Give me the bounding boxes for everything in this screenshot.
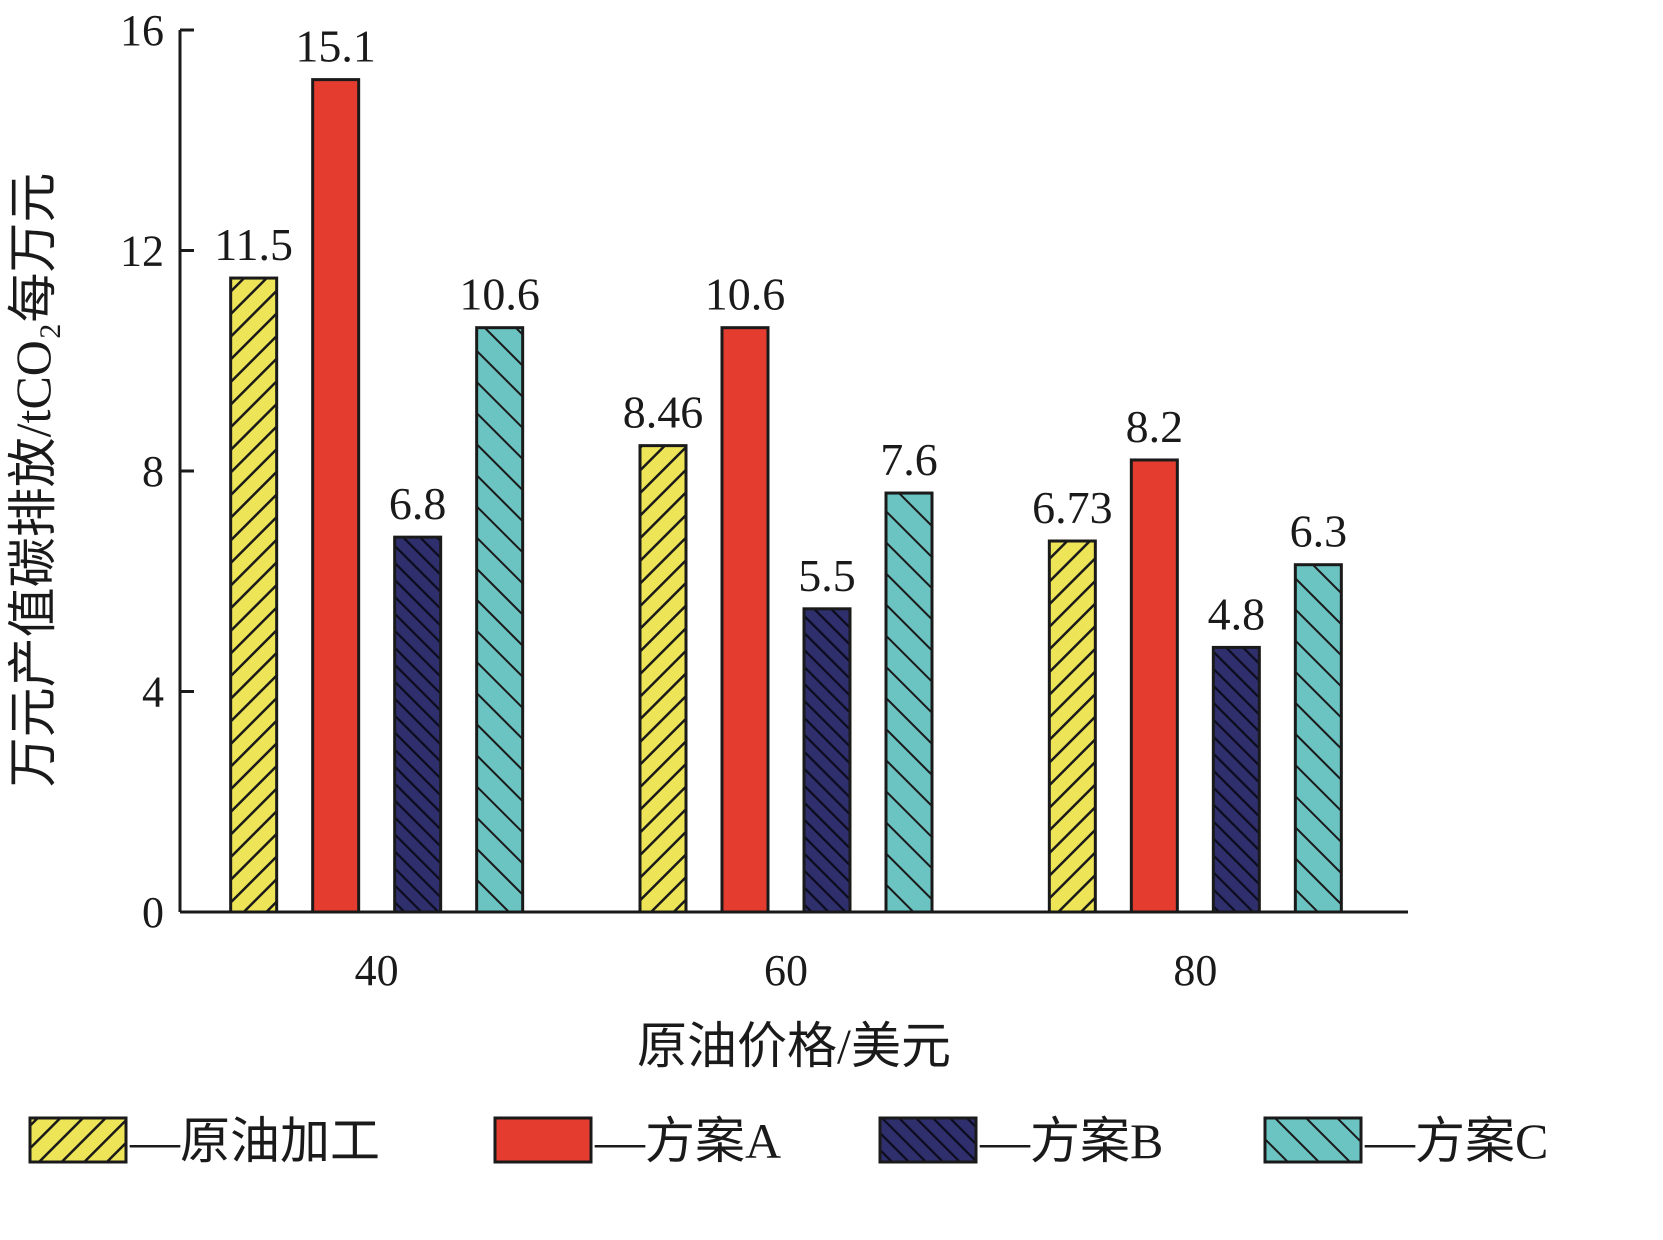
- legend-label: —方案C: [1364, 1113, 1548, 1169]
- bar: [311, 78, 361, 914]
- legend: —原油加工 —方案A —方案B —方案C: [28, 1113, 1548, 1169]
- x-axis-title: 原油价格/美元: [637, 1018, 951, 1074]
- bar-value-label: 8.46: [623, 387, 704, 438]
- x-tick-label: 80: [1173, 946, 1217, 995]
- bar: [1129, 458, 1179, 914]
- y-tick-label: 12: [120, 227, 164, 276]
- bar: [720, 326, 770, 914]
- bar-value-label: 8.2: [1126, 401, 1184, 452]
- bar: [802, 607, 852, 914]
- bar-value-label: 10.6: [705, 269, 786, 320]
- bar: [1047, 539, 1097, 914]
- bar: [884, 491, 934, 914]
- bar: [475, 326, 525, 914]
- bar-value-label: 10.6: [459, 269, 540, 320]
- bar-value-label: 7.6: [880, 434, 938, 485]
- bar: [1293, 563, 1343, 914]
- legend-swatch: [28, 1116, 128, 1164]
- x-ticks: 40 60 80: [355, 946, 1218, 995]
- legend-label: —方案B: [979, 1113, 1163, 1169]
- legend-label: —原油加工: [129, 1113, 380, 1169]
- bar-value-label: 6.8: [389, 478, 447, 529]
- y-ticks: 0 4 8 12 16: [120, 6, 194, 937]
- bar-value-label: 6.73: [1032, 482, 1113, 533]
- y-tick-label: 16: [120, 6, 164, 55]
- legend-swatch: [1263, 1116, 1363, 1164]
- bar-value-label: 4.8: [1208, 588, 1266, 639]
- y-tick-label: 4: [142, 668, 164, 717]
- bar: [393, 535, 443, 914]
- y-tick-label: 8: [142, 447, 164, 496]
- x-tick-label: 40: [355, 946, 399, 995]
- bars: [229, 78, 1343, 914]
- bar-value-label: 6.3: [1290, 506, 1348, 557]
- y-axis-title: 万元产值碳排放/tCO₂每万元: [5, 173, 61, 788]
- bar: [1211, 645, 1261, 914]
- legend-swatch: [493, 1116, 593, 1164]
- x-tick-label: 60: [764, 946, 808, 995]
- bar: [229, 276, 279, 914]
- bar-value-label: 11.5: [214, 219, 293, 270]
- legend-swatch: [878, 1116, 978, 1164]
- bar-value-label: 15.1: [295, 21, 376, 72]
- legend-label: —方案A: [594, 1113, 781, 1169]
- bar-labels: 11.5 15.1 6.8 10.6 8.46 10.6 5.5 7.6 6.73 8.2 4.8 6…: [214, 21, 1347, 640]
- bar-value-label: 5.5: [798, 550, 856, 601]
- y-tick-label: 0: [142, 888, 164, 937]
- bar: [638, 444, 688, 914]
